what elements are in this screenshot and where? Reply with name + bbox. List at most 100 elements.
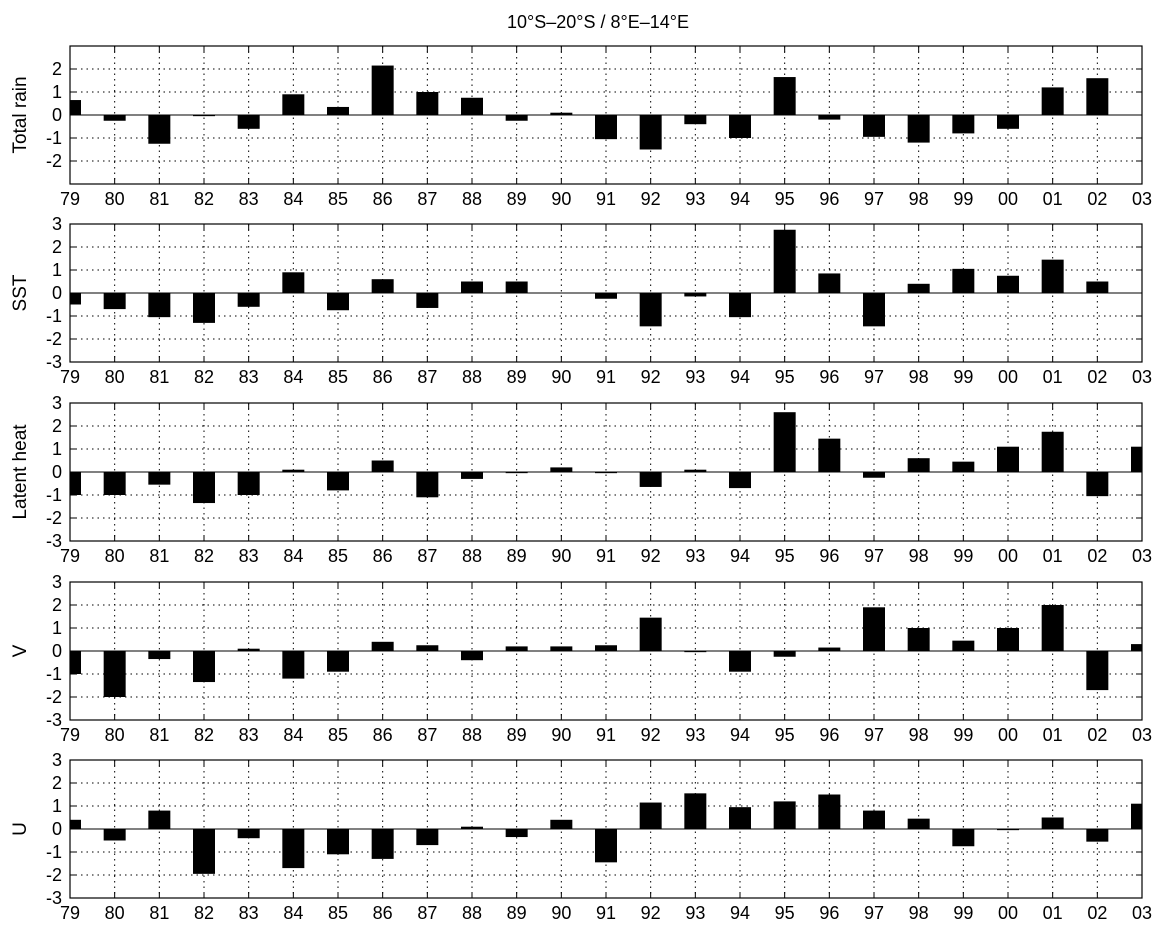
bar — [818, 115, 841, 120]
x-tick-label: 81 — [149, 367, 169, 387]
x-tick-label: 98 — [909, 725, 929, 745]
bar — [148, 651, 171, 660]
bar — [639, 802, 662, 829]
bar — [371, 279, 394, 293]
x-tick-label: 94 — [730, 903, 750, 923]
bar — [148, 293, 171, 318]
x-tick-label: 92 — [641, 189, 661, 209]
bar — [595, 645, 617, 651]
y-tick-label: -3 — [46, 710, 62, 730]
bar — [550, 112, 573, 115]
x-tick-label: 83 — [239, 725, 259, 745]
x-tick-label: 99 — [953, 189, 973, 209]
x-tick-label: 95 — [775, 367, 795, 387]
bar — [907, 283, 930, 293]
bar — [416, 293, 439, 308]
y-tick-label: 3 — [52, 393, 62, 413]
bar — [1086, 78, 1109, 115]
x-tick-label: 86 — [373, 546, 393, 566]
bar — [70, 472, 81, 495]
x-tick-label: 86 — [373, 367, 393, 387]
bar — [237, 472, 260, 495]
bar — [70, 293, 81, 305]
y-tick-label: 2 — [52, 416, 62, 436]
x-tick-label: 97 — [864, 725, 884, 745]
x-tick-label: 87 — [417, 725, 437, 745]
x-tick-label: 02 — [1087, 903, 1107, 923]
bars — [70, 793, 1142, 874]
bar — [327, 106, 349, 115]
x-tick-label: 89 — [507, 903, 527, 923]
bar — [595, 472, 617, 474]
bar — [461, 97, 483, 115]
x-tick-label: 79 — [60, 903, 80, 923]
bar — [773, 651, 796, 657]
bar — [193, 293, 215, 323]
x-tick-label: 01 — [1043, 189, 1063, 209]
y-tick-label: 1 — [52, 796, 62, 816]
x-tick-label: 89 — [507, 189, 527, 209]
x-tick-label: 83 — [239, 903, 259, 923]
x-tick-label: 90 — [551, 725, 571, 745]
bar — [863, 472, 885, 478]
bar — [863, 810, 885, 829]
bar — [237, 115, 260, 129]
bar — [416, 645, 439, 651]
x-tick-label: 92 — [641, 546, 661, 566]
x-tick-label: 00 — [998, 725, 1018, 745]
bar — [461, 281, 483, 293]
x-tick-label: 01 — [1043, 367, 1063, 387]
bar — [148, 115, 171, 144]
y-tick-label: -1 — [46, 664, 62, 684]
bar — [1086, 472, 1109, 497]
bar — [505, 115, 528, 121]
bar — [684, 115, 707, 125]
x-tick-label: 83 — [239, 367, 259, 387]
x-tick-label: 95 — [775, 189, 795, 209]
bar — [907, 628, 930, 651]
bar — [729, 807, 751, 829]
bar — [952, 640, 975, 651]
y-tick-label: 0 — [52, 283, 62, 303]
x-tick-label: 82 — [194, 189, 214, 209]
y-axis-label: V — [10, 644, 31, 657]
x-tick-label: 98 — [909, 189, 929, 209]
y-tick-label: -1 — [46, 842, 62, 862]
bar — [907, 458, 930, 472]
bar — [729, 651, 751, 672]
x-tick-label: 89 — [507, 725, 527, 745]
y-axis-label: SST — [10, 274, 31, 311]
y-axis-label: Total rain — [10, 76, 31, 153]
x-tick-label: 02 — [1087, 725, 1107, 745]
bar — [193, 472, 215, 504]
bar — [952, 461, 975, 472]
x-tick-label: 80 — [105, 367, 125, 387]
x-tick-label: 81 — [149, 189, 169, 209]
x-tick-label: 91 — [596, 903, 616, 923]
x-tick-label: 95 — [775, 903, 795, 923]
bar — [416, 472, 439, 498]
x-tick-label: 00 — [998, 903, 1018, 923]
x-tick-label: 03 — [1132, 903, 1152, 923]
x-tick-label: 84 — [283, 725, 303, 745]
x-tick-label: 92 — [641, 725, 661, 745]
y-tick-label: -1 — [46, 128, 62, 148]
x-tick-label: 97 — [864, 903, 884, 923]
x-tick-label: 01 — [1043, 725, 1063, 745]
x-tick-label: 79 — [60, 725, 80, 745]
y-tick-label: 1 — [52, 439, 62, 459]
x-tick-label: 99 — [953, 725, 973, 745]
y-tick-label: 3 — [52, 214, 62, 234]
y-tick-label: 3 — [52, 572, 62, 592]
bar — [684, 293, 707, 297]
y-tick-label: 2 — [52, 237, 62, 257]
bar — [282, 469, 305, 472]
bar — [1041, 605, 1064, 651]
x-tick-label: 87 — [417, 903, 437, 923]
bar — [70, 100, 81, 115]
bar — [684, 793, 707, 829]
bar — [639, 293, 662, 327]
y-tick-label: -2 — [46, 508, 62, 528]
bar — [818, 794, 841, 829]
